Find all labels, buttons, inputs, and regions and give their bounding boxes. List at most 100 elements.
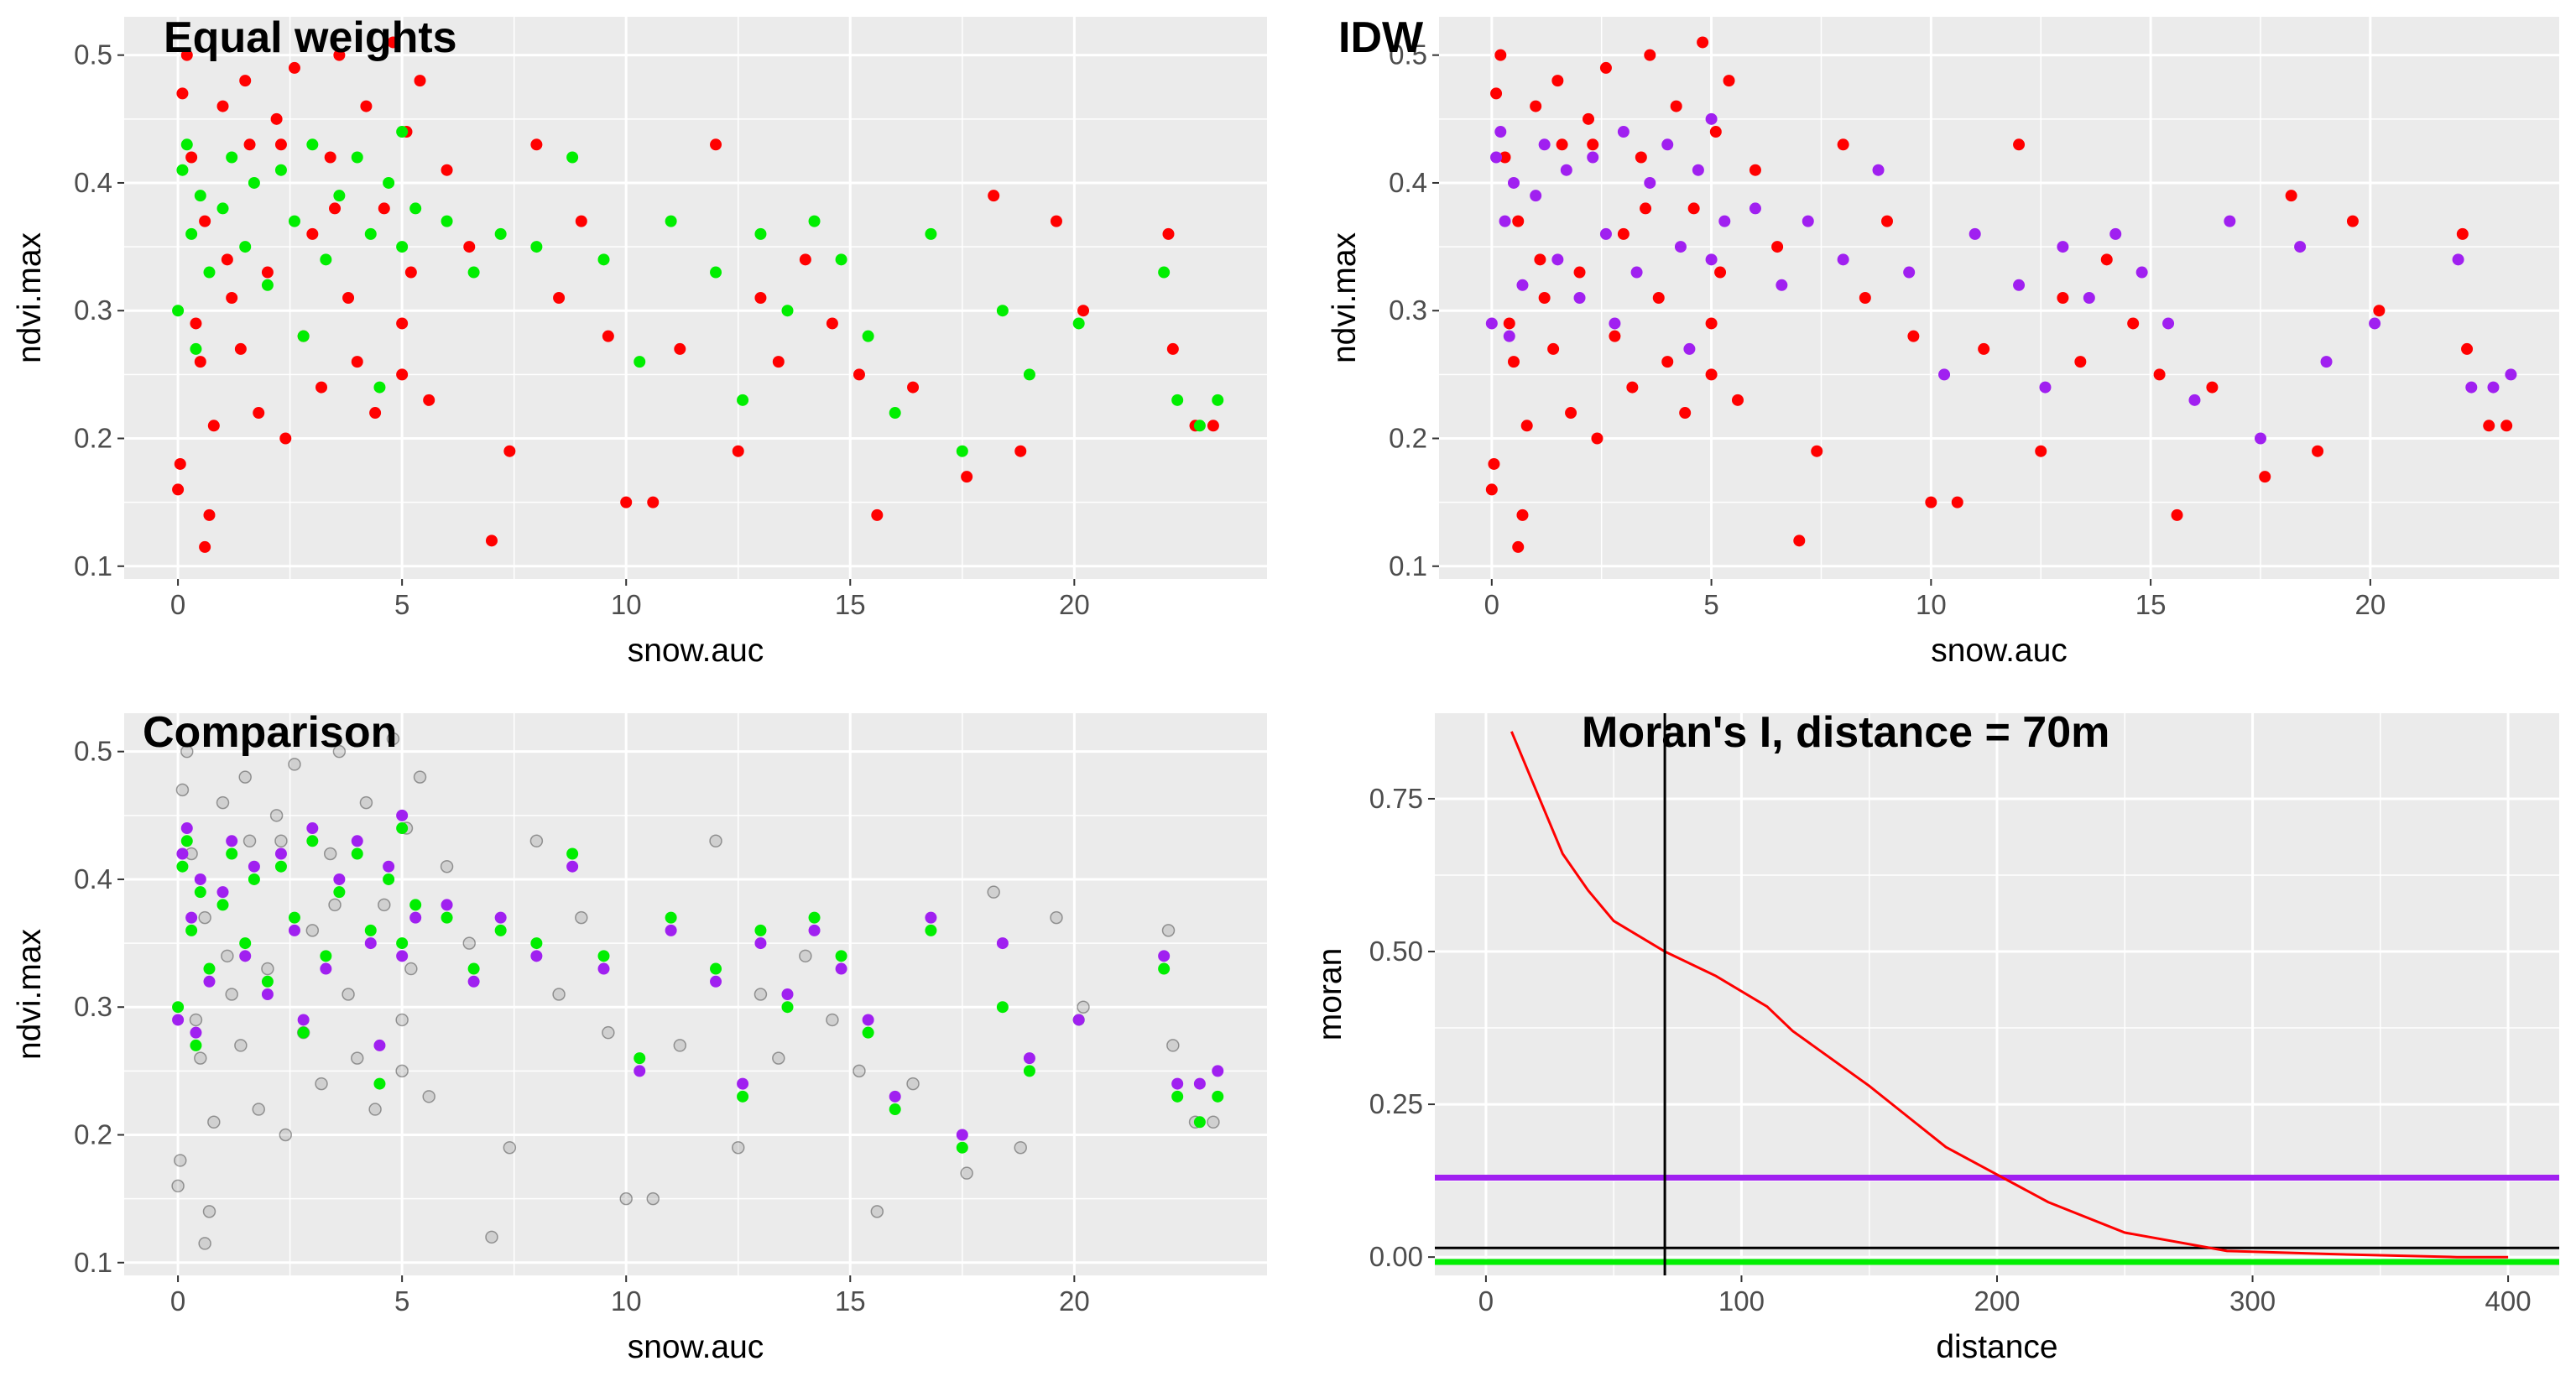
data-point (1166, 1039, 1180, 1052)
data-point (1207, 420, 1219, 432)
data-point (597, 962, 610, 975)
data-point (333, 190, 346, 202)
data-point (737, 394, 749, 406)
data-point (171, 1179, 185, 1193)
data-point (731, 1140, 745, 1155)
data-point (441, 164, 453, 176)
data-point (203, 962, 216, 975)
y-tick-label: 0.1 (74, 550, 112, 581)
data-point (737, 1090, 749, 1103)
data-point (1023, 1052, 1035, 1065)
data-point (253, 407, 265, 420)
data-point (207, 420, 220, 432)
data-point (409, 202, 422, 215)
data-point (373, 1077, 386, 1090)
data-point (956, 445, 968, 457)
data-point (1494, 49, 1507, 61)
data-point (906, 1077, 920, 1091)
data-point (329, 202, 342, 215)
data-point (350, 1051, 364, 1065)
data-point (216, 100, 229, 112)
data-point (2452, 253, 2464, 266)
data-point (2255, 432, 2266, 445)
data-point (799, 949, 812, 963)
data-point (808, 215, 821, 227)
y-axis-title: ndvi.max (1327, 232, 1363, 363)
series-2 (172, 126, 1224, 457)
data-point (274, 164, 287, 176)
data-point (754, 227, 767, 240)
data-point (383, 873, 395, 885)
data-point (1490, 151, 1503, 164)
data-point (194, 190, 206, 202)
data-point (174, 457, 186, 470)
panel-background (1439, 17, 2559, 579)
data-point (552, 988, 566, 1001)
data-point (373, 381, 386, 394)
data-point (781, 988, 794, 1000)
data-point (252, 1103, 265, 1116)
data-point (2057, 241, 2069, 253)
data-point (956, 1129, 968, 1141)
data-point (1969, 227, 1981, 240)
data-point (1050, 910, 1063, 925)
data-point (1907, 330, 1920, 342)
data-point (1485, 483, 1498, 496)
x-tick-label: 5 (394, 1285, 409, 1317)
data-point (383, 860, 395, 873)
data-point (1077, 1000, 1090, 1014)
data-point (243, 138, 256, 151)
data-point (342, 988, 355, 1001)
y-axis-title: ndvi.max (12, 928, 48, 1060)
data-point (1692, 164, 1704, 176)
x-tick-label: 15 (2135, 589, 2167, 620)
data-point (1573, 292, 1586, 304)
data-point (364, 937, 377, 950)
data-point (1732, 394, 1744, 406)
data-point (320, 950, 332, 962)
data-point (1565, 407, 1577, 420)
data-point (2320, 356, 2333, 368)
data-point (1609, 317, 1621, 330)
x-tick-label: 0 (1478, 1285, 1494, 1317)
data-point (185, 151, 198, 164)
data-point (853, 368, 865, 381)
data-point (1587, 151, 1599, 164)
data-point (225, 988, 238, 1001)
data-point (248, 860, 260, 873)
data-point (1161, 924, 1176, 937)
data-point (1516, 279, 1529, 291)
data-point (1714, 266, 1727, 279)
data-point (172, 305, 185, 317)
data-point (1530, 190, 1542, 202)
data-point (1014, 1140, 1027, 1155)
data-point (826, 317, 838, 330)
data-point (1520, 420, 1533, 432)
data-point (870, 1205, 884, 1218)
x-tick-label: 20 (1059, 1285, 1090, 1317)
panel-background (124, 17, 1267, 579)
data-point (1508, 176, 1520, 189)
data-point (198, 910, 211, 925)
y-tick-label: 0.2 (74, 423, 112, 454)
x-tick-label: 0 (170, 1285, 185, 1317)
data-point (1212, 1090, 1224, 1103)
data-point (1158, 266, 1171, 279)
data-point (1771, 241, 1784, 253)
x-axis-title: distance (1936, 1329, 2057, 1365)
data-point (180, 138, 193, 151)
data-point (1538, 292, 1551, 304)
data-point (279, 432, 292, 445)
data-point (1534, 253, 1546, 266)
data-point (835, 950, 847, 962)
data-point (288, 758, 301, 771)
data-point (238, 770, 252, 784)
data-point (333, 49, 346, 61)
data-point (1718, 215, 1731, 227)
data-point (199, 540, 211, 553)
x-tick-label: 5 (1703, 589, 1718, 620)
data-point (826, 1013, 839, 1027)
data-point (176, 847, 189, 860)
data-point (306, 835, 319, 847)
data-point (1072, 1014, 1085, 1026)
